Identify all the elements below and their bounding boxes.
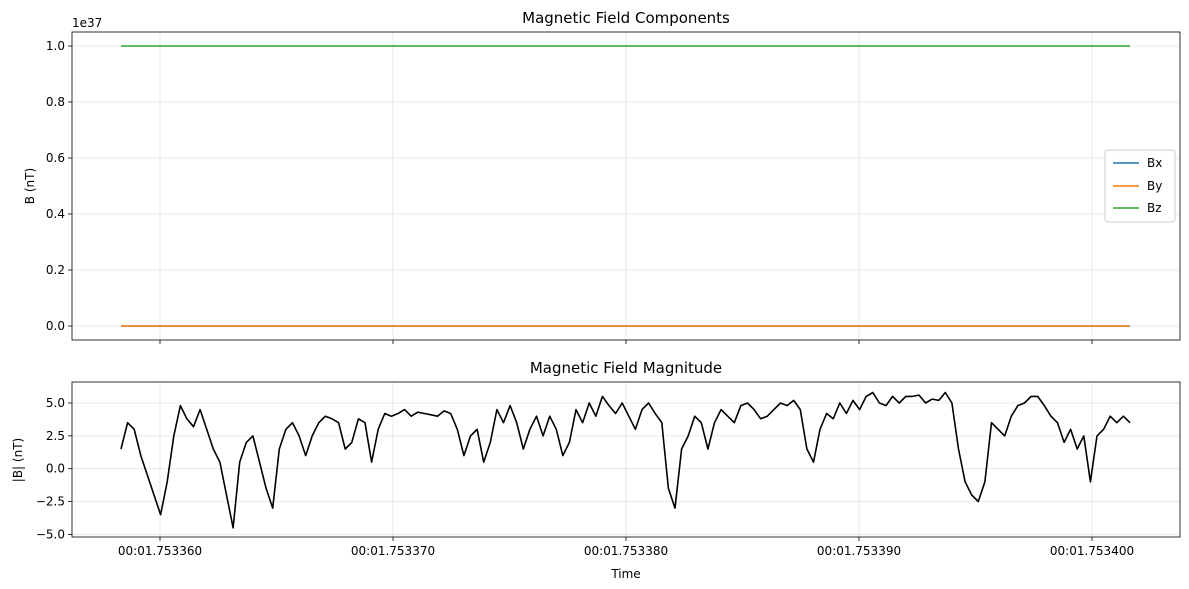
legend-label-bz: Bz [1147,201,1162,215]
components-title: Magnetic Field Components [522,9,730,27]
components-x-ticks [159,340,1093,344]
series-line-magnitude [120,391,1131,529]
components-y-tick-label: 0.6 [46,151,65,165]
magnitude-y-tick-label: −5.0 [36,527,65,541]
magnitude-x-tick-label: 00:01.753380 [584,544,668,558]
components-y-ticks: 0.0 0.2 0.4 0.6 0.8 1.0 [46,39,72,333]
magnitude-title: Magnetic Field Magnitude [530,359,722,377]
magnitude-grid [72,382,1180,537]
components-y-tick-label: 0.2 [46,263,65,277]
magnitude-lines [120,391,1131,529]
magnitude-y-tick-label: 5.0 [46,396,65,410]
components-y-label: B (nT) [23,168,37,204]
magnitude-y-label: |B| (nT) [11,438,25,482]
legend-frame [1104,149,1176,223]
magnitude-y-tick-label: 2.5 [46,429,65,443]
components-grid [72,32,1180,340]
components-y-tick-label: 0.0 [46,319,65,333]
magnitude-x-ticks: 00:01.753360 00:01.753370 00:01.753380 00:0… [118,537,1134,558]
magnitude-panel: Magnetic Field Magnitude −5.0 −2.5 0.0 2.5 5… [11,359,1181,581]
magnitude-y-tick-label: 0.0 [46,462,65,476]
components-y-offset: 1e37 [72,16,102,30]
components-y-tick-label: 1.0 [46,39,65,53]
magnitude-y-ticks: −5.0 −2.5 0.0 2.5 5.0 [36,396,72,541]
magnitude-x-tick-label: 00:01.753360 [118,544,202,558]
components-lines [121,45,1130,327]
magnitude-x-label: Time [610,567,640,581]
magnitude-x-tick-label: 00:01.753400 [1050,544,1134,558]
components-y-tick-label: 0.4 [46,207,65,221]
legend-label-by: By [1147,179,1162,193]
components-y-tick-label: 0.8 [46,95,65,109]
components-panel: Magnetic Field Components 1e37 0.0 0.2 0.4… [23,9,1181,344]
components-legend: Bx By Bz [1104,149,1176,223]
magnitude-x-tick-label: 00:01.753370 [351,544,435,558]
magnitude-x-tick-label: 00:01.753390 [817,544,901,558]
magnitude-y-tick-label: −2.5 [36,495,65,509]
legend-label-bx: Bx [1147,156,1162,170]
